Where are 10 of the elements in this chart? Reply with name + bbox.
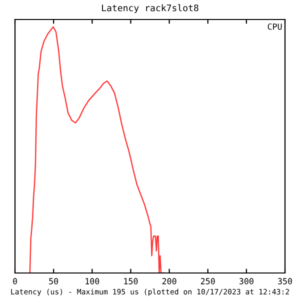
x-tick-label: 150 (124, 278, 138, 284)
x-tick-label: 0 (13, 278, 17, 284)
x-tick-label: 300 (239, 278, 254, 284)
x-tick-label: 200 (162, 278, 176, 284)
chart-title: Latency rack7slot8 (102, 4, 198, 14)
x-tick-label: 50 (49, 278, 58, 284)
x-tick-label: 350 (278, 278, 292, 284)
x-tick-label: 250 (200, 278, 215, 284)
x-tick-label: 100 (86, 278, 100, 284)
annotation: CPU (268, 23, 282, 30)
